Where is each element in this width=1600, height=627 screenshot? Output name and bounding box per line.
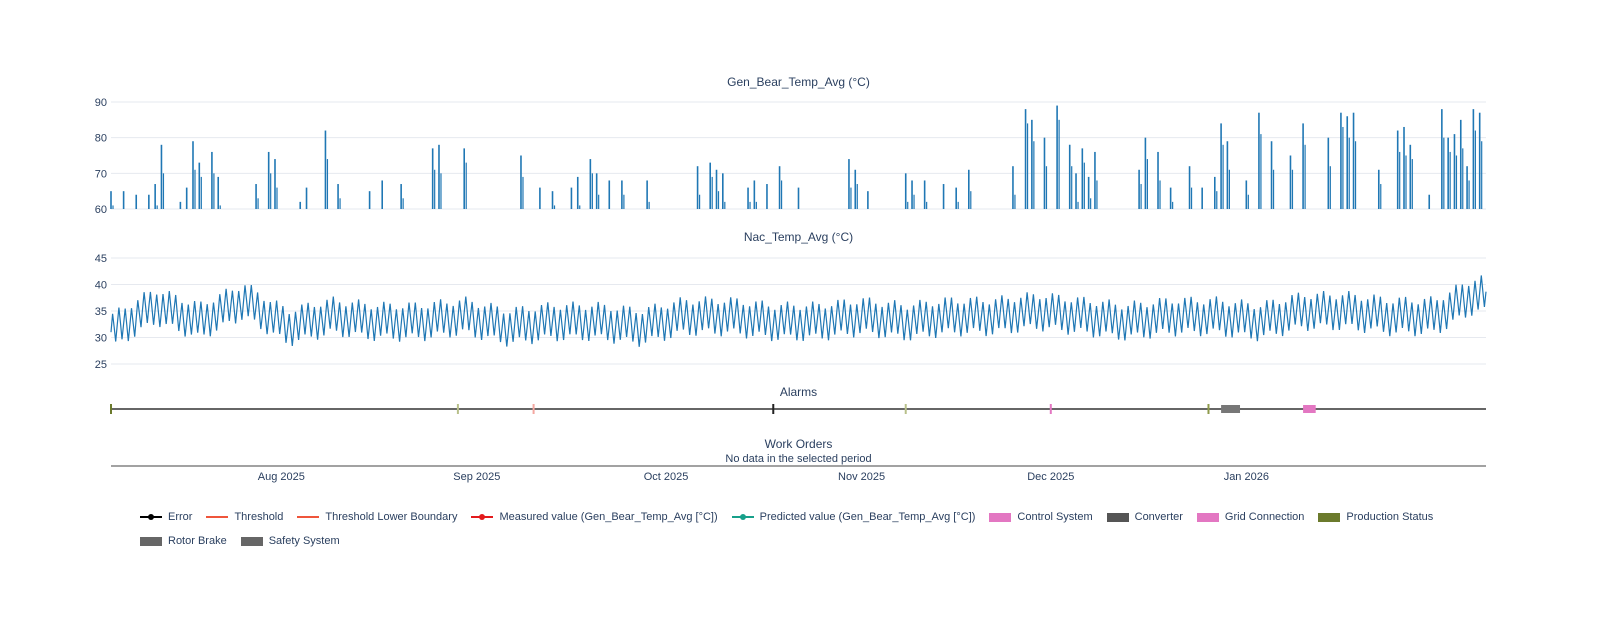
nac-temp-panel-title: Nac_Temp_Avg (°C) bbox=[744, 230, 853, 244]
legend-label: Threshold Lower Boundary bbox=[325, 511, 458, 523]
legend-label: Error bbox=[168, 511, 193, 523]
legend-swatch bbox=[1318, 512, 1341, 522]
alarm-bar[interactable] bbox=[1303, 405, 1316, 413]
legend-label: Predicted value (Gen_Bear_Temp_Avg [°C]) bbox=[759, 511, 976, 523]
work-orders-panel-title: Work Orders bbox=[765, 437, 833, 451]
legend-item[interactable]: Threshold Lower Boundary bbox=[297, 508, 457, 526]
y-tick-label: 40 bbox=[95, 280, 107, 292]
legend-swatch bbox=[140, 536, 162, 546]
legend-item[interactable]: Production Status bbox=[1318, 508, 1433, 526]
legend-item[interactable]: Converter bbox=[1106, 508, 1183, 526]
legend-item[interactable]: Control System bbox=[989, 508, 1093, 526]
gen-bear-y-axis: 60 70 80 90 bbox=[95, 97, 107, 216]
alarms-track[interactable] bbox=[110, 404, 1486, 414]
y-tick-label: 80 bbox=[95, 133, 107, 145]
legend-label: Converter bbox=[1134, 511, 1183, 523]
x-tick-label: Sep 2025 bbox=[453, 471, 500, 483]
x-axis-ticks: Aug 2025 Sep 2025 Oct 2025 Nov 2025 Dec 2025… bbox=[258, 471, 1269, 483]
legend-label: Threshold bbox=[234, 511, 284, 523]
legend-label: Measured value (Gen_Bear_Temp_Avg [°C]) bbox=[499, 511, 718, 523]
x-tick-label: Dec 2025 bbox=[1027, 471, 1074, 483]
nac-temp-y-axis: 25 30 35 40 45 bbox=[95, 253, 107, 371]
nac-temp-series[interactable] bbox=[110, 275, 1487, 347]
gen-bear-panel-title: Gen_Bear_Temp_Avg (°C) bbox=[727, 75, 870, 89]
legend-item[interactable]: Predicted value (Gen_Bear_Temp_Avg [°C]) bbox=[731, 508, 976, 526]
legend-swatch bbox=[731, 514, 754, 520]
legend-label: Grid Connection bbox=[1224, 511, 1305, 523]
legend-swatch bbox=[140, 514, 162, 520]
alarm-bar[interactable] bbox=[1221, 405, 1241, 413]
y-tick-label: 45 bbox=[95, 253, 107, 265]
legend-label: Safety System bbox=[268, 535, 340, 547]
x-tick-label: Nov 2025 bbox=[838, 471, 885, 483]
y-tick-label: 60 bbox=[95, 204, 107, 216]
legend-label: Rotor Brake bbox=[168, 535, 227, 547]
gen-bear-series[interactable] bbox=[110, 105, 1483, 209]
legend-item[interactable]: Threshold bbox=[206, 508, 283, 526]
legend-item[interactable]: Safety System bbox=[240, 532, 340, 550]
y-tick-label: 25 bbox=[95, 359, 107, 371]
y-tick-label: 90 bbox=[95, 97, 107, 109]
x-tick-label: Oct 2025 bbox=[644, 471, 689, 483]
legend-item[interactable]: Measured value (Gen_Bear_Temp_Avg [°C]) bbox=[471, 508, 718, 526]
legend-item[interactable]: Grid Connection bbox=[1196, 508, 1305, 526]
alarms-panel-title: Alarms bbox=[780, 385, 817, 399]
legend-label: Control System bbox=[1017, 511, 1093, 523]
work-orders-empty-message: No data in the selected period bbox=[725, 453, 871, 465]
legend-swatch bbox=[989, 512, 1012, 522]
data-line[interactable] bbox=[110, 275, 1487, 347]
y-tick-label: 35 bbox=[95, 306, 107, 318]
x-tick-label: Jan 2026 bbox=[1224, 471, 1269, 483]
y-tick-label: 30 bbox=[95, 333, 107, 345]
x-tick-label: Aug 2025 bbox=[258, 471, 305, 483]
legend-swatch bbox=[297, 516, 320, 518]
legend-swatch bbox=[206, 516, 229, 518]
chart: 60 70 80 90 Gen_Bear_Temp_Avg (°C) 25 30 35 40… bbox=[95, 75, 1487, 483]
legend-swatch bbox=[1106, 512, 1129, 522]
legend-swatch bbox=[240, 536, 263, 546]
legend-item[interactable]: Error bbox=[140, 508, 192, 526]
y-tick-label: 70 bbox=[95, 168, 107, 180]
chart-legend: Error Threshold Threshold Lower Boundary Me… bbox=[140, 508, 1480, 550]
legend-item[interactable]: Rotor Brake bbox=[140, 532, 227, 550]
legend-swatch bbox=[1196, 512, 1219, 522]
legend-swatch bbox=[471, 514, 494, 520]
legend-label: Production Status bbox=[1346, 511, 1434, 523]
